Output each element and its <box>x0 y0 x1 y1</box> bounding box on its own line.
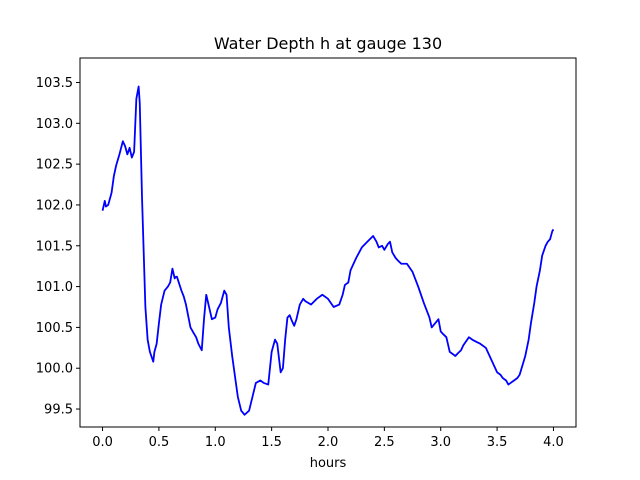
y-tick-label: 101.0 <box>36 280 73 295</box>
y-tick-label: 100.0 <box>36 362 73 377</box>
x-tick-label: 0.0 <box>92 435 113 450</box>
y-tick-label: 100.5 <box>36 321 73 336</box>
x-tick-label: 3.0 <box>430 435 451 450</box>
y-axis: 99.5 100.0 100.5 101.0 101.5 102.0 102.5 103.0 1… <box>36 76 80 418</box>
y-tick-label: 102.0 <box>36 198 73 213</box>
x-tick-label: 0.5 <box>149 435 170 450</box>
series-line-0 <box>101 85 555 416</box>
x-tick-label: 3.5 <box>487 435 508 450</box>
x-axis: 0.0 0.5 1.0 1.5 2.0 2.5 3.0 3.5 4.0 <box>92 427 564 450</box>
plot-area <box>101 85 555 416</box>
chart-title: Water Depth h at gauge 130 <box>214 34 442 53</box>
x-tick-label: 2.5 <box>374 435 395 450</box>
x-tick-label: 4.0 <box>543 435 564 450</box>
y-tick-label: 103.0 <box>36 117 73 132</box>
y-tick-label: 99.5 <box>44 403 73 418</box>
x-tick-label: 1.5 <box>261 435 282 450</box>
y-tick-label: 101.5 <box>36 239 73 254</box>
y-tick-label: 102.5 <box>36 158 73 173</box>
x-tick-label: 1.0 <box>205 435 226 450</box>
y-tick-label: 103.5 <box>36 76 73 91</box>
x-axis-label: hours <box>310 456 347 471</box>
x-tick-label: 2.0 <box>318 435 339 450</box>
